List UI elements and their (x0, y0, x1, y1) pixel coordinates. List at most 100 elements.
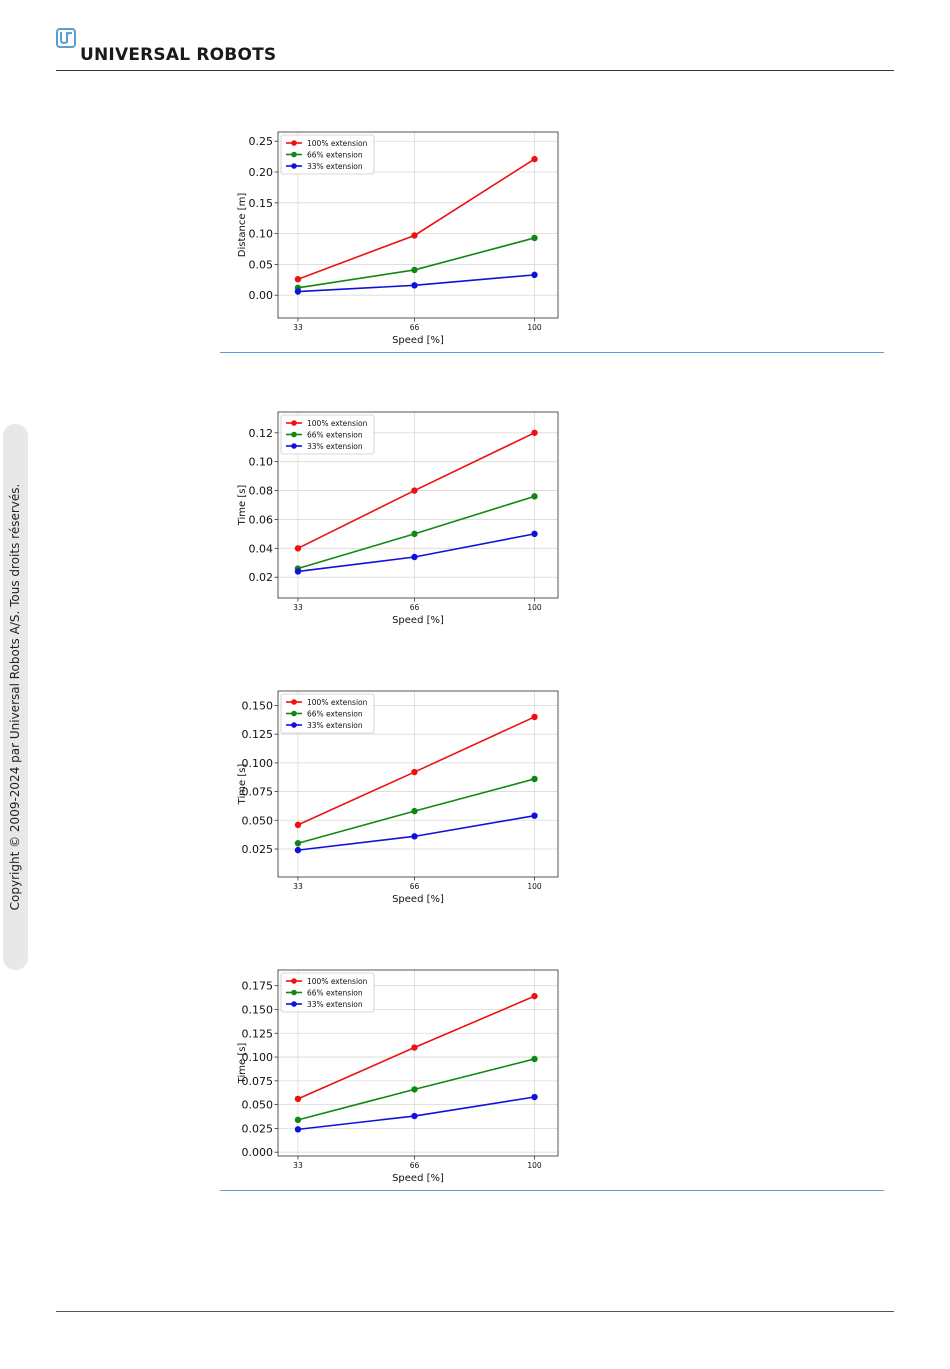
data-point (531, 812, 538, 819)
legend-label: 33% extension (307, 442, 363, 451)
y-axis-label: Time [s] (237, 485, 248, 527)
footer-divider (56, 1311, 894, 1312)
data-point (294, 1126, 302, 1133)
y-tick-label: 0.04 (249, 542, 274, 555)
chart-time-2: 0.025 0.050 0.075 0.100 0.125 0.150 33 66 100 Spe… (237, 690, 559, 905)
data-point (531, 155, 538, 163)
x-tick-label: 66 (410, 603, 420, 612)
data-point (411, 768, 418, 776)
y-tick-label: 0.050 (242, 814, 274, 827)
plot-frame (277, 411, 559, 599)
legend-marker (291, 431, 297, 438)
y-tick-label: 0.15 (249, 197, 274, 210)
legend-label: 66% extension (307, 989, 363, 998)
x-tick-label: 100 (527, 323, 542, 332)
legend: 100% extension 66% extension 33% extension (280, 134, 375, 175)
y-tick-label: 0.175 (242, 980, 274, 993)
legend-box (280, 972, 375, 1013)
legend-label: 100% extension (307, 139, 368, 148)
plot-frame (277, 690, 559, 878)
data-point (531, 992, 538, 1000)
y-axis-label: Distance [m] (237, 193, 248, 258)
data-point (411, 232, 418, 239)
data-point (294, 288, 302, 295)
legend-marker (291, 978, 297, 984)
data-point (411, 807, 418, 815)
y-tick-label: 0.125 (242, 728, 274, 741)
data-point (294, 846, 302, 854)
y-tick-label: 0.100 (242, 1051, 274, 1064)
data-point (531, 429, 538, 436)
plot-frame (277, 969, 559, 1157)
y-tick-label: 0.12 (249, 427, 274, 440)
y-tick-label: 0.075 (242, 786, 274, 799)
data-point (411, 833, 418, 840)
section-separator (220, 1190, 884, 1191)
copyright-sidebar (3, 424, 28, 970)
legend-label: 66% extension (307, 151, 363, 160)
data-point (294, 1116, 302, 1124)
x-axis-label: Speed [%] (392, 615, 444, 626)
data-point (531, 234, 538, 242)
y-tick-label: 0.05 (249, 258, 274, 271)
legend-label: 66% extension (307, 431, 363, 440)
copyright-text: Copyright © 2009-2024 par Universal Robo… (8, 483, 22, 911)
legend-marker (291, 443, 297, 449)
data-point (531, 1055, 538, 1063)
legend-box (280, 134, 375, 175)
y-tick-label: 0.08 (249, 485, 274, 498)
legend-label: 33% extension (307, 162, 363, 171)
legend-label: 33% extension (307, 1000, 363, 1009)
data-point (531, 493, 538, 500)
y-tick-label: 0.125 (242, 1027, 274, 1040)
x-tick-label: 33 (293, 1161, 303, 1170)
x-tick-label: 100 (527, 603, 542, 612)
legend-label: 100% extension (307, 419, 368, 428)
y-tick-label: 0.050 (242, 1099, 274, 1112)
x-tick-label: 66 (410, 882, 420, 891)
data-point (294, 275, 302, 283)
data-point (411, 282, 418, 289)
y-tick-label: 0.00 (249, 289, 274, 302)
y-axis-label: Time [s] (237, 764, 248, 806)
y-tick-label: 0.150 (242, 1003, 274, 1016)
x-tick-label: 100 (527, 1161, 542, 1170)
x-axis-label: Speed [%] (392, 894, 444, 905)
data-point (531, 775, 538, 783)
page-header: UNIVERSAL ROBOTS (56, 28, 894, 71)
legend-marker (291, 722, 297, 728)
legend: 100% extension 66% extension 33% extension (280, 693, 375, 734)
y-tick-label: 0.150 (242, 699, 274, 712)
legend-marker (291, 1001, 297, 1007)
data-point (411, 553, 418, 561)
x-axis-label: Speed [%] (392, 335, 444, 346)
legend-label: 66% extension (307, 710, 363, 719)
data-point (294, 545, 302, 552)
y-tick-label: 0.10 (249, 228, 274, 241)
legend-box (280, 693, 375, 734)
x-tick-label: 66 (410, 323, 420, 332)
y-tick-label: 0.025 (242, 843, 274, 856)
legend-marker (291, 989, 297, 996)
y-tick-label: 0.06 (249, 513, 274, 526)
legend-label: 100% extension (307, 977, 368, 986)
chart-distance: 0.00 0.05 0.10 0.15 0.20 0.25 33 66 100 Speed [%]… (237, 131, 559, 346)
data-point (411, 487, 418, 494)
legend-marker (291, 710, 297, 717)
y-tick-label: 0.20 (249, 166, 274, 179)
y-tick-label: 0.10 (249, 456, 274, 469)
x-tick-label: 66 (410, 1161, 420, 1170)
x-tick-label: 33 (293, 882, 303, 891)
data-point (411, 1112, 418, 1120)
chart-time-3: 0.000 0.025 0.050 0.075 0.100 0.125 0.150 0.175… (237, 969, 559, 1184)
legend: 100% extension 66% extension 33% extension (280, 972, 375, 1013)
legend-label: 100% extension (307, 698, 368, 707)
data-point (531, 271, 538, 279)
y-tick-label: 0.075 (242, 1075, 274, 1088)
ur-logo-icon (56, 28, 76, 48)
y-tick-label: 0.025 (242, 1122, 274, 1135)
chart-time-1: 0.02 0.04 0.06 0.08 0.10 0.12 33 66 100 Speed [%]… (237, 411, 559, 626)
y-axis-label: Time [s] (237, 1043, 248, 1085)
data-point (411, 266, 418, 274)
data-point (294, 568, 302, 575)
